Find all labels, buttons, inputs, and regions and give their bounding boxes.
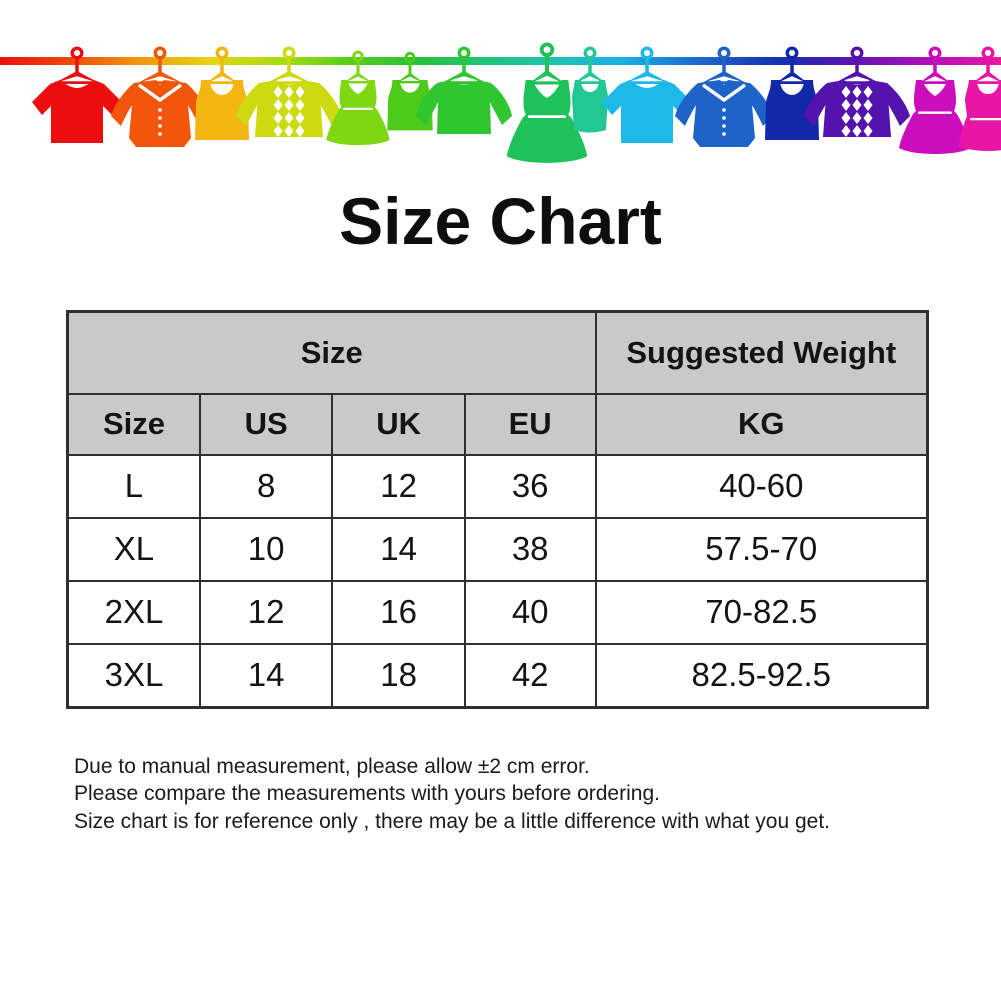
cell-kg: 70-82.5 <box>594 579 929 645</box>
cell-eu: 36 <box>463 453 597 519</box>
group-header-suggested-weight: Suggested Weight <box>594 310 929 395</box>
note-reference-only: Size chart is for reference only , there… <box>74 809 830 833</box>
table-row: 3XL 14 18 42 82.5-92.5 <box>66 642 929 709</box>
table-row: XL 10 14 38 57.5-70 <box>66 516 929 582</box>
note-compare-measurements: Please compare the measurements with you… <box>74 782 660 806</box>
clothesline-banner <box>0 0 1001 170</box>
clothesline-rope <box>0 57 1001 65</box>
size-chart-table: Size Suggested Weight Size US UK EU KG L… <box>66 309 929 709</box>
group-header-size: Size <box>66 310 597 395</box>
cell-us: 10 <box>198 516 334 582</box>
cell-kg: 82.5-92.5 <box>594 642 929 709</box>
col-header-size: Size <box>66 392 201 456</box>
group-header-row: Size Suggested Weight <box>66 310 929 395</box>
cell-eu: 40 <box>463 579 597 645</box>
page-title: Size Chart <box>339 184 662 258</box>
cell-uk: 16 <box>331 579 466 645</box>
cell-uk: 12 <box>331 453 466 519</box>
cell-size: XL <box>66 516 201 582</box>
col-header-kg: KG <box>594 392 929 456</box>
col-header-us: US <box>198 392 334 456</box>
note-measurement-error: Due to manual measurement, please allow … <box>74 754 590 778</box>
cell-us: 14 <box>198 642 334 709</box>
table-row: L 8 12 36 40-60 <box>66 453 929 519</box>
cell-us: 12 <box>198 579 334 645</box>
cell-size: L <box>66 453 201 519</box>
cell-size: 3XL <box>66 642 201 709</box>
table-row: 2XL 12 16 40 70-82.5 <box>66 579 929 645</box>
cell-size: 2XL <box>66 579 201 645</box>
cell-kg: 57.5-70 <box>594 516 929 582</box>
column-header-row: Size US UK EU KG <box>66 392 929 456</box>
cell-uk: 14 <box>331 516 466 582</box>
cell-us: 8 <box>198 453 334 519</box>
footer-notes: Due to manual measurement, please allow … <box>74 753 1001 836</box>
col-header-uk: UK <box>331 392 466 456</box>
cell-eu: 42 <box>463 642 597 709</box>
cell-eu: 38 <box>463 516 597 582</box>
col-header-eu: EU <box>463 392 597 456</box>
cell-uk: 18 <box>331 642 466 709</box>
cell-kg: 40-60 <box>594 453 929 519</box>
